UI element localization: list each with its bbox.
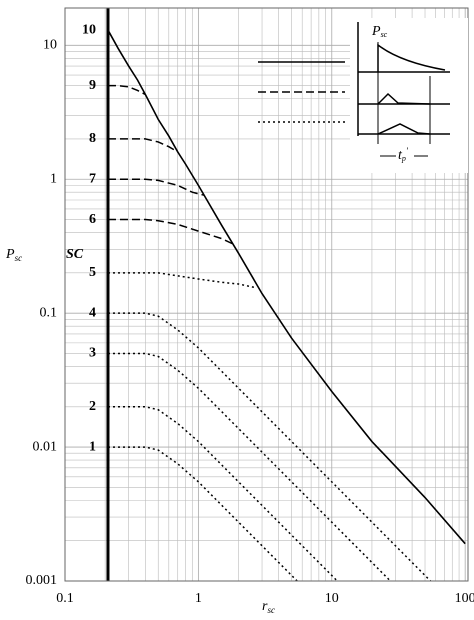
curve-label: 9 (89, 78, 96, 93)
plot-frame (64, 7, 469, 582)
inset-t-label: tp' (398, 146, 409, 163)
x-axis-label: rsc (262, 599, 275, 615)
curve-label: 6 (89, 212, 96, 227)
line-series (107, 178, 205, 196)
y-tick-label: 0.001 (26, 573, 58, 588)
plot-area (64, 7, 469, 582)
curve-label: 7 (89, 171, 96, 186)
line-series (107, 218, 233, 245)
curve-label: 5 (89, 265, 96, 280)
line-series (107, 312, 432, 582)
inset-background (350, 18, 468, 173)
y-tick-label: 0.01 (33, 439, 58, 454)
line-series (107, 272, 257, 289)
curve-label: 8 (89, 131, 96, 146)
curve-label-title: SC (66, 247, 84, 262)
curve-label: 1 (89, 439, 96, 454)
line-series (107, 352, 391, 582)
curve-label: 3 (89, 346, 96, 361)
y-tick-label: 1 (50, 171, 57, 186)
line-series (107, 138, 179, 153)
y-axis-label: Psc (5, 247, 22, 263)
inset-pulse (377, 92, 431, 105)
x-tick-label: 100 (455, 591, 474, 606)
line-series (107, 29, 466, 545)
line-series (107, 446, 298, 582)
inset-pulse (377, 123, 431, 135)
curve-label: 4 (89, 305, 96, 320)
curve-label: 2 (89, 399, 96, 414)
y-tick-label: 10 (43, 38, 57, 53)
x-tick-label: 1 (195, 591, 202, 606)
inset-pulse (377, 43, 446, 72)
inset-p-label: Psc (371, 24, 388, 39)
y-tick-label: 0.1 (40, 305, 58, 320)
x-tick-label: 0.1 (56, 591, 74, 606)
line-series (107, 84, 146, 96)
x-tick-label: 10 (325, 591, 339, 606)
line-series (107, 406, 338, 582)
curve-label: 10 (82, 22, 96, 37)
inset (258, 18, 468, 173)
